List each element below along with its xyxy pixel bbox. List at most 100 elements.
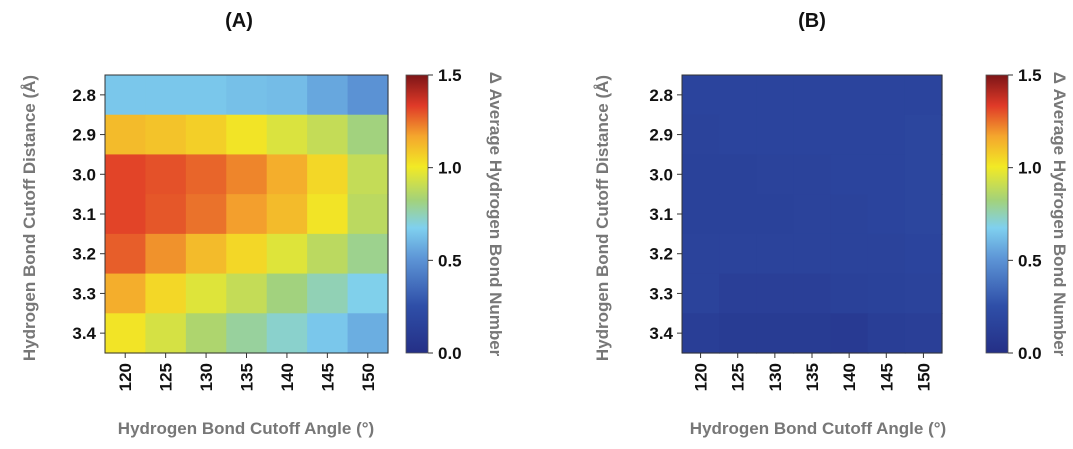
heatmap-cell <box>793 154 832 195</box>
panel-b-colorbar-label: Δ Average Hydrogen Bond Number <box>1050 72 1069 357</box>
heatmap-cell <box>307 313 349 354</box>
panel-b-y-ticks: 2.8 2.9 3.0 3.1 3.2 3.3 3.4 <box>649 86 682 343</box>
heatmap-cell <box>307 154 349 195</box>
heatmap-cell <box>830 75 869 116</box>
y-tick-label: 3.2 <box>72 245 96 264</box>
heatmap-cell <box>682 75 720 116</box>
x-tick-label: 145 <box>318 363 337 391</box>
y-tick-label: 3.0 <box>72 165 96 184</box>
panel-b-xlabel: Hydrogen Bond Cutoff Angle (°) <box>690 419 946 438</box>
heatmap-cell <box>867 233 906 275</box>
heatmap-cell <box>105 154 147 195</box>
heatmap-cell <box>904 75 943 116</box>
heatmap-cell <box>867 154 906 195</box>
heatmap-cell <box>266 114 308 156</box>
heatmap-cell <box>185 75 227 116</box>
heatmap-cell <box>226 313 268 354</box>
panel-b-ylabel: Hydrogen Bond Cutoff Distance (Å) <box>593 75 612 361</box>
panel-a-colorbar-label: Δ Average Hydrogen Bond Number <box>486 72 505 357</box>
colorbar-tick-label: 0.5 <box>1018 251 1042 270</box>
heatmap-cell <box>266 233 308 275</box>
y-tick-label: 3.3 <box>649 284 673 303</box>
y-tick-label: 3.1 <box>72 205 96 224</box>
panel-a-colorbar <box>405 74 429 354</box>
heatmap-cell <box>105 313 147 354</box>
heatmap-cell <box>719 75 757 116</box>
heatmap-cell <box>226 194 268 235</box>
y-tick-label: 3.4 <box>649 324 673 343</box>
heatmap-cell <box>105 273 147 314</box>
heatmap-cell <box>719 194 757 235</box>
heatmap-cell <box>793 233 832 275</box>
heatmap-cell <box>266 194 308 235</box>
heatmap-cell <box>105 114 147 156</box>
heatmap-cell <box>719 154 757 195</box>
heatmap-cell <box>145 273 187 314</box>
heatmap-cell <box>793 114 832 156</box>
y-tick-label: 3.2 <box>649 245 673 264</box>
heatmap-cell <box>682 194 720 235</box>
colorbar-tick-label: 1.0 <box>438 159 462 178</box>
heatmap-cell <box>347 273 389 314</box>
heatmap-cell <box>719 313 757 354</box>
heatmap-cell <box>793 75 832 116</box>
heatmap-cell <box>682 273 720 314</box>
x-tick-label: 130 <box>197 363 216 391</box>
panel-b-colorbar <box>985 74 1009 354</box>
heatmap-cell <box>682 114 720 156</box>
heatmap-cell <box>830 273 869 314</box>
heatmap-cell <box>756 273 795 314</box>
colorbar-tick-label: 0.5 <box>438 251 462 270</box>
heatmap-cell <box>185 313 227 354</box>
heatmap-cell <box>719 273 757 314</box>
heatmap-cell <box>145 154 187 195</box>
colorbar-tick-label: 0.0 <box>438 344 462 363</box>
heatmap-cell <box>347 75 389 116</box>
heatmap-cell <box>105 75 147 116</box>
heatmap-cell <box>756 313 795 354</box>
x-tick-label: 150 <box>914 363 933 391</box>
heatmap-cell <box>904 194 943 235</box>
heatmap-cell <box>226 154 268 195</box>
x-tick-label: 120 <box>116 363 135 391</box>
panel-b-title: (B) <box>798 10 826 32</box>
heatmap-cell <box>185 233 227 275</box>
heatmap-cell <box>904 273 943 314</box>
y-tick-label: 3.3 <box>72 284 96 303</box>
heatmap-cell <box>145 313 187 354</box>
heatmap-cell <box>347 313 389 354</box>
heatmap-cell <box>682 233 720 275</box>
heatmap-cell <box>226 114 268 156</box>
heatmap-cell <box>793 273 832 314</box>
heatmap-cell <box>185 114 227 156</box>
x-tick-label: 145 <box>877 363 896 391</box>
x-tick-label: 135 <box>238 363 257 391</box>
heatmap-cell <box>830 233 869 275</box>
heatmap-cell <box>867 313 906 354</box>
heatmap-cell <box>756 114 795 156</box>
y-tick-label: 2.8 <box>72 86 96 105</box>
panel-a: (A) Hydrogen Bond Cutoff Distance (Å) 2.… <box>20 10 505 438</box>
heatmap-cell <box>105 194 147 235</box>
panel-a-title: (A) <box>225 10 253 32</box>
heatmap-cell <box>266 75 308 116</box>
heatmap-cell <box>185 194 227 235</box>
heatmap-cell <box>307 273 349 314</box>
heatmap-cell <box>719 233 757 275</box>
heatmap-cell <box>226 75 268 116</box>
panel-a-y-ticks: 2.8 2.9 3.0 3.1 3.2 3.3 3.4 <box>72 86 105 343</box>
heatmap-cell <box>307 114 349 156</box>
x-tick-label: 120 <box>692 363 711 391</box>
heatmap-cell <box>105 233 147 275</box>
colorbar-tick-label: 0.0 <box>1018 344 1042 363</box>
y-tick-label: 2.9 <box>72 126 96 145</box>
heatmap-cell <box>719 114 757 156</box>
panel-b-colorbar-ticks: 0.0 0.5 1.0 1.5 <box>1008 66 1042 363</box>
heatmap-cell <box>226 273 268 314</box>
heatmap-cell <box>145 233 187 275</box>
heatmap-cell <box>904 114 943 156</box>
heatmap-cell <box>682 313 720 354</box>
heatmap-cell <box>756 75 795 116</box>
